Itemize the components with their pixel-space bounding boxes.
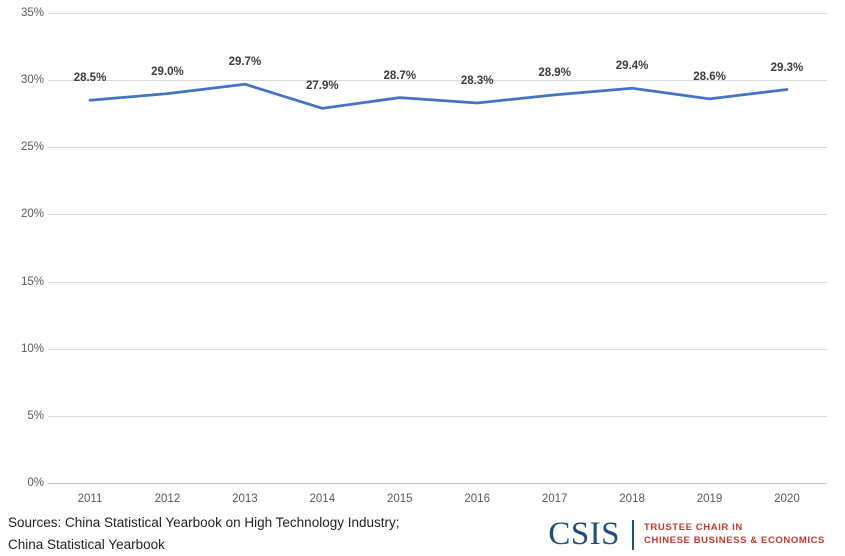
csis-logo-divider (632, 519, 635, 550)
x-axis-tick-2013: 2013 (232, 493, 258, 505)
gridline-30% (48, 80, 827, 81)
data-label-2020: 29.3% (770, 61, 804, 74)
x-axis-tick-2012: 2012 (154, 493, 181, 505)
y-axis-tick-20%: 20% (20, 208, 44, 220)
data-label-2017: 28.9% (538, 66, 571, 79)
csis-tagline: TRUSTEE CHAIR IN CHINESE BUSINESS & ECON… (644, 523, 825, 546)
y-axis-tick-15%: 15% (20, 276, 44, 288)
data-label-2019: 28.6% (693, 70, 726, 83)
trend-line (88, 82, 789, 110)
x-axis-tick-2019: 2019 (696, 493, 723, 505)
y-axis-tick-5%: 5% (27, 410, 44, 422)
x-axis-tick-2018: 2018 (619, 493, 645, 505)
x-axis-tick-2015: 2015 (386, 493, 413, 505)
sources-text: Sources: China Statistical Yearbook on H… (8, 512, 400, 556)
data-label-2018: 29.4% (615, 60, 649, 73)
data-label-2012: 29.0% (151, 65, 184, 78)
gridline-25% (48, 147, 827, 148)
x-axis-tick-2017: 2017 (541, 493, 568, 505)
y-axis-tick-30%: 30% (20, 74, 44, 86)
y-axis-tick-10%: 10% (20, 343, 44, 355)
x-axis-tick-2014: 2014 (309, 493, 336, 505)
gridline-10% (48, 349, 827, 350)
csis-tagline-line-1: TRUSTEE CHAIR IN (644, 522, 743, 533)
x-axis-tick-2011: 2011 (77, 493, 103, 505)
data-label-2016: 28.3% (460, 74, 494, 87)
data-label-2014: 27.9% (306, 80, 339, 93)
gridline-15% (48, 282, 827, 283)
gridline-35% (48, 13, 827, 14)
csis-wordmark: CSIS (548, 516, 621, 552)
csis-logo: CSIS TRUSTEE CHAIR IN CHINESE BUSINESS &… (548, 518, 825, 551)
data-label-2013: 29.7% (228, 56, 262, 69)
y-axis-tick-25%: 25% (20, 141, 44, 153)
y-axis-tick-35%: 35% (20, 7, 44, 19)
gridline-20% (48, 214, 827, 215)
gridline-0% (48, 483, 827, 484)
x-axis-tick-2020: 2020 (774, 493, 800, 505)
csis-tagline-line-2: CHINESE BUSINESS & ECONOMICS (644, 535, 825, 546)
gridline-5% (48, 416, 827, 417)
y-axis-tick-0%: 0% (27, 477, 44, 489)
x-axis-tick-2016: 2016 (464, 493, 490, 505)
sources-line-2: China Statistical Yearbook (8, 537, 165, 552)
data-label-2015: 28.7% (383, 69, 417, 82)
sources-line-1: Sources: China Statistical Yearbook on H… (8, 515, 400, 530)
data-label-2011: 28.5% (73, 72, 107, 85)
